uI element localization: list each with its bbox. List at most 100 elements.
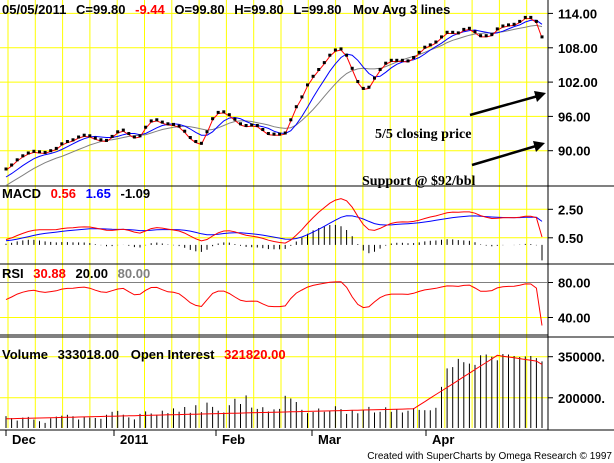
- x-tick-label: 2011: [120, 432, 148, 447]
- price-point: [428, 43, 432, 47]
- y-tick-label: 80.00: [558, 276, 591, 291]
- macd-value-1: 0.56: [51, 186, 76, 201]
- ma-long-line: [5, 24, 543, 187]
- macd-marks: [5, 198, 543, 261]
- y-tick-label: 114.00: [558, 6, 597, 21]
- oi-label: Open Interest: [131, 347, 215, 362]
- price-point: [294, 105, 298, 109]
- price-point: [205, 130, 209, 134]
- price-point: [451, 30, 455, 34]
- price-point: [127, 132, 131, 135]
- price-point: [99, 138, 103, 142]
- price-point: [361, 86, 365, 90]
- y-tick-label: 102.00: [558, 75, 598, 90]
- price-point: [311, 74, 315, 78]
- price-point: [540, 35, 544, 39]
- header-change: -9.44: [135, 2, 165, 17]
- rsi-marks: [0, 281, 548, 336]
- price-point: [172, 122, 175, 126]
- price-point: [116, 130, 120, 134]
- price-point: [306, 83, 309, 87]
- price-point: [384, 61, 388, 65]
- price-point: [211, 117, 215, 121]
- volume-marks: [5, 354, 543, 428]
- y-tick-label: 90.00: [558, 144, 591, 159]
- price-point: [345, 53, 349, 57]
- credit-text: Created with SuperCharts by Omega Resear…: [367, 451, 612, 462]
- price-point: [4, 167, 8, 171]
- price-point: [373, 76, 376, 80]
- price-point: [65, 140, 69, 143]
- price-point: [328, 53, 332, 57]
- price-point: [283, 131, 287, 135]
- price-point: [54, 146, 58, 150]
- price-point: [479, 34, 483, 38]
- price-point: [266, 132, 270, 135]
- y-tick-label: 200000.: [558, 391, 605, 406]
- price-point: [26, 151, 30, 155]
- price-point: [445, 30, 449, 34]
- price-point: [339, 47, 343, 51]
- volume-readout: Volume 333018.00 Open Interest 321820.00: [2, 347, 286, 362]
- price-point: [518, 19, 522, 23]
- closing-arrow: [469, 91, 546, 117]
- price-point: [523, 15, 527, 19]
- price-point: [473, 30, 477, 34]
- price-point: [289, 118, 293, 122]
- volume-value: 333018.00: [58, 347, 119, 362]
- price-point: [278, 132, 282, 136]
- price-point: [132, 135, 136, 139]
- price-point: [317, 68, 321, 71]
- price-point: [21, 154, 25, 158]
- rsi-line: [5, 281, 543, 326]
- price-point: [60, 142, 64, 146]
- price-point: [77, 135, 81, 139]
- price-point: [71, 138, 75, 142]
- price-point: [350, 66, 354, 70]
- price-point: [512, 22, 516, 26]
- header-date: 05/05/2011: [2, 2, 66, 17]
- price-point: [501, 24, 505, 28]
- rsi-value-3: 80.00: [118, 266, 151, 281]
- price-point: [534, 19, 538, 23]
- price-point: [378, 68, 382, 71]
- price-point: [49, 149, 53, 153]
- support-arrow: [471, 141, 545, 167]
- x-tick-label: Dec: [12, 432, 36, 447]
- support-note: Support @ $92/bbl: [362, 174, 476, 189]
- price-point: [322, 61, 326, 65]
- grid: [0, 0, 548, 428]
- price-point: [32, 149, 36, 153]
- price-point: [222, 110, 226, 114]
- price-point: [227, 113, 231, 117]
- price-point: [244, 124, 248, 127]
- price-point: [490, 33, 494, 37]
- price-point: [160, 120, 164, 124]
- price-point: [43, 150, 47, 154]
- price-point: [93, 136, 97, 140]
- price-point: [82, 133, 86, 137]
- price-point: [166, 122, 170, 126]
- header-readout: 05/05/2011 C=99.80 -9.44 O=99.80 H=99.80…: [2, 2, 450, 17]
- price-point: [177, 124, 181, 128]
- price-point: [15, 158, 19, 162]
- price-point: [367, 85, 371, 89]
- price-point: [239, 122, 242, 126]
- header-low: L=99.80: [293, 2, 341, 17]
- price-point: [255, 124, 259, 127]
- price-point: [412, 56, 416, 59]
- macd-line: [5, 198, 543, 244]
- price-point: [144, 125, 148, 129]
- panel-separators: [0, 0, 614, 431]
- price-point: [110, 134, 114, 138]
- y-tick-label: 96.00: [558, 109, 591, 124]
- price-point: [356, 80, 360, 83]
- price-point: [183, 129, 187, 133]
- ma-mid-line: [5, 19, 543, 178]
- price-point: [456, 31, 460, 35]
- macd-signal-line: [5, 215, 543, 242]
- x-tick-label: Apr: [432, 432, 454, 447]
- volume-label: Volume: [2, 347, 48, 362]
- y-tick-label: 0.50: [558, 231, 583, 246]
